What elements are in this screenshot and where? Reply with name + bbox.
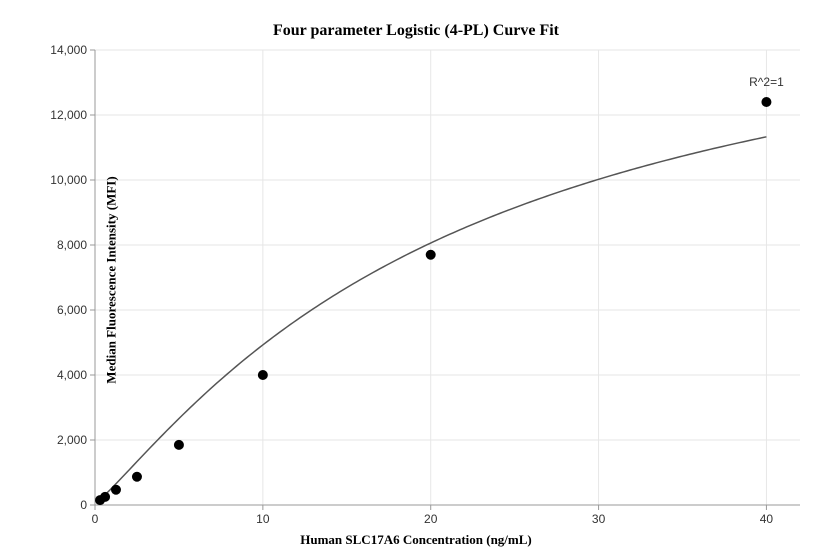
y-tick-label: 2,000: [57, 433, 87, 447]
x-axis-label: Human SLC17A6 Concentration (ng/mL): [0, 532, 832, 548]
y-tick-label: 6,000: [57, 303, 87, 317]
y-tick-label: 10,000: [50, 173, 87, 187]
x-tick-label: 40: [760, 512, 774, 526]
plot-svg: 0 10 20 30 40 0 2,000 4,000 6,000 8,000 10,000 12,0…: [0, 0, 832, 560]
y-tick-label: 12,000: [50, 108, 87, 122]
chart-title: Four parameter Logistic (4-PL) Curve Fit: [0, 22, 832, 40]
y-axis-label: Median Fluorescence Intensity (MFI): [104, 176, 120, 383]
y-tick-label: 0: [80, 498, 87, 512]
x-tick-label: 0: [92, 512, 99, 526]
fit-curve: [100, 137, 766, 500]
data-point: [111, 485, 121, 495]
data-point: [426, 250, 436, 260]
r-squared-annotation: R^2=1: [749, 75, 784, 89]
y-tick-label: 14,000: [50, 43, 87, 57]
x-tick-label: 30: [592, 512, 606, 526]
x-tick-label: 20: [424, 512, 438, 526]
y-tick-label: 8,000: [57, 238, 87, 252]
chart-container: Four parameter Logistic (4-PL) Curve Fit…: [0, 0, 832, 560]
data-point: [100, 492, 110, 502]
data-point: [132, 472, 142, 482]
y-tick-label: 4,000: [57, 368, 87, 382]
data-point: [761, 97, 771, 107]
x-tick-label: 10: [256, 512, 270, 526]
data-point: [174, 440, 184, 450]
data-point: [258, 370, 268, 380]
